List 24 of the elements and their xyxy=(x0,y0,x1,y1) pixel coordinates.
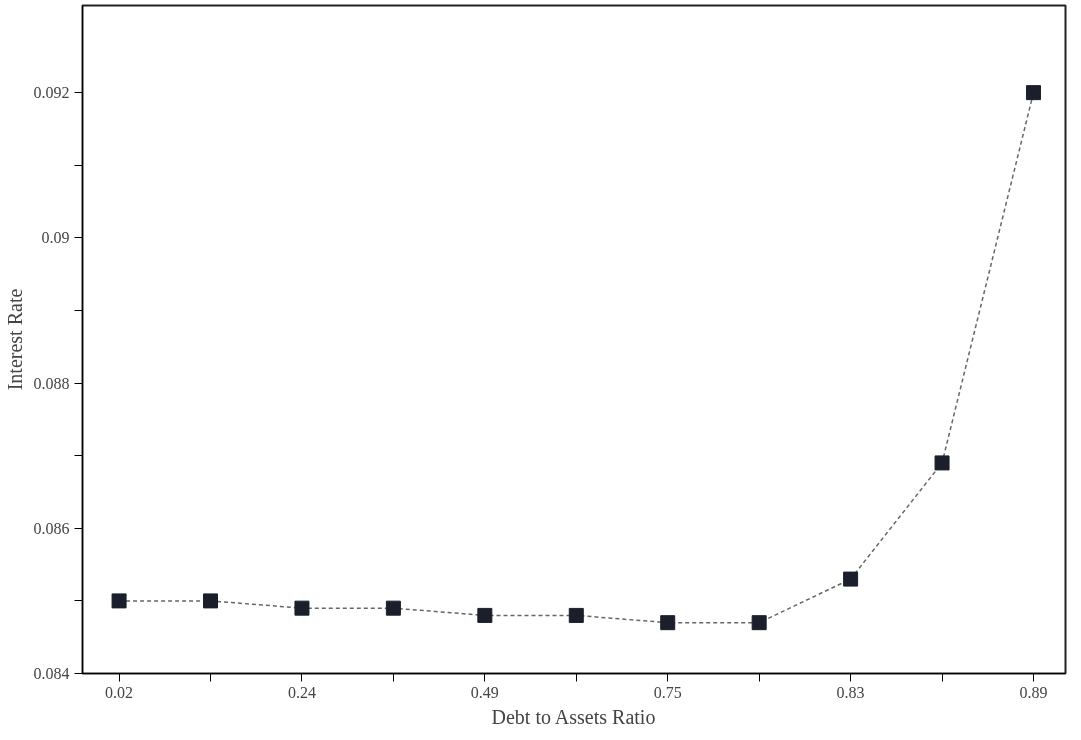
point xyxy=(660,615,676,631)
y-tick-label: 0.086 xyxy=(33,519,70,537)
y-tick-label: 0.084 xyxy=(33,665,70,682)
y-tick-label: 0.092 xyxy=(33,84,70,102)
y-tick-label: 0.088 xyxy=(33,374,70,392)
point xyxy=(751,615,767,631)
x-tick-label: 0.49 xyxy=(470,683,499,701)
point xyxy=(843,571,859,587)
point xyxy=(934,455,950,471)
point xyxy=(1026,85,1041,101)
x-tick-label: 0.83 xyxy=(836,683,865,701)
point xyxy=(385,600,401,616)
point xyxy=(294,600,310,616)
y-tick-label: 0.09 xyxy=(41,229,70,247)
x-axis-title: Debt to Assets Ratio xyxy=(491,705,656,728)
x-tick-label: 0.02 xyxy=(105,683,134,701)
point xyxy=(111,593,127,609)
x-tick-label: 0.24 xyxy=(287,683,316,701)
point xyxy=(203,593,219,609)
x-tick-label: 0.89 xyxy=(1019,683,1048,701)
x-tick-label: 0.75 xyxy=(653,683,682,701)
point xyxy=(568,607,584,623)
point xyxy=(477,607,493,623)
y-axis-title: Interest Rate xyxy=(3,288,26,391)
